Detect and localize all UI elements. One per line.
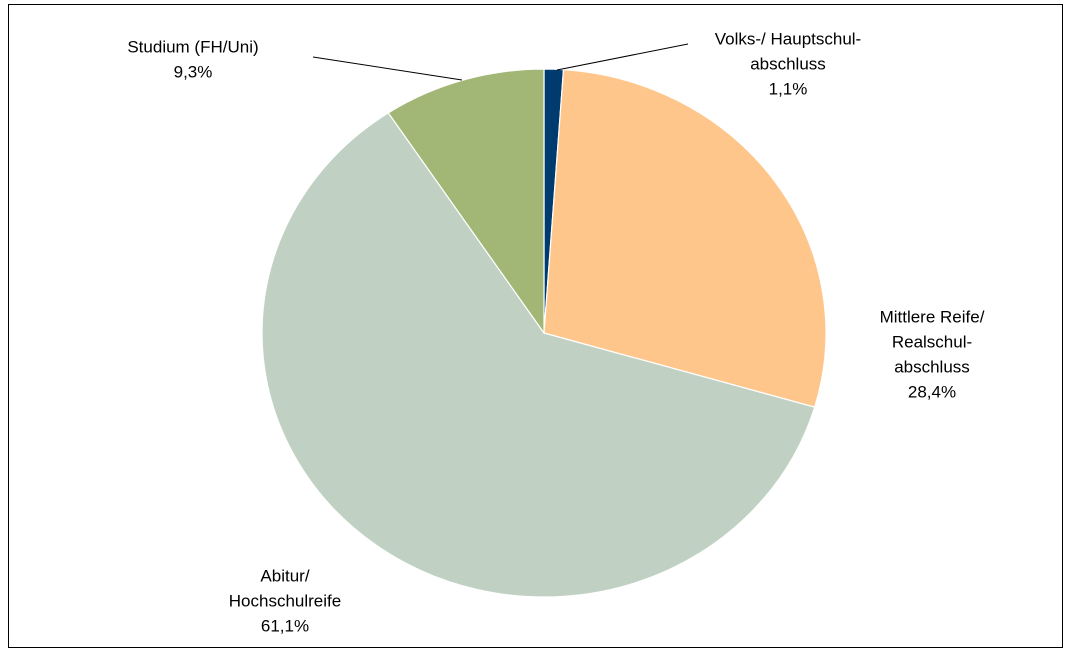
slice-label: Mittlere Reife/ [880,307,985,326]
pie-slice [543,68,827,408]
leader-line [556,43,689,71]
slice-label: Realschul- [892,332,972,351]
value-label: 1,1% [769,79,808,98]
pie-slice [387,68,545,335]
value-label: 61,1% [261,616,309,635]
slice-label: Hochschulreife [229,591,341,610]
slice-label: abschluss [750,54,826,73]
slice-label: Studium (FH/Uni) [127,37,258,56]
slice-label: Abitur/ [260,566,309,585]
value-label: 9,3% [174,62,213,81]
slice-label: abschluss [894,357,970,376]
value-label: 28,4% [908,382,956,401]
slice-label: Volks-/ Hauptschul- [715,29,861,48]
pie-slice [261,112,816,598]
leader-line [312,56,463,81]
